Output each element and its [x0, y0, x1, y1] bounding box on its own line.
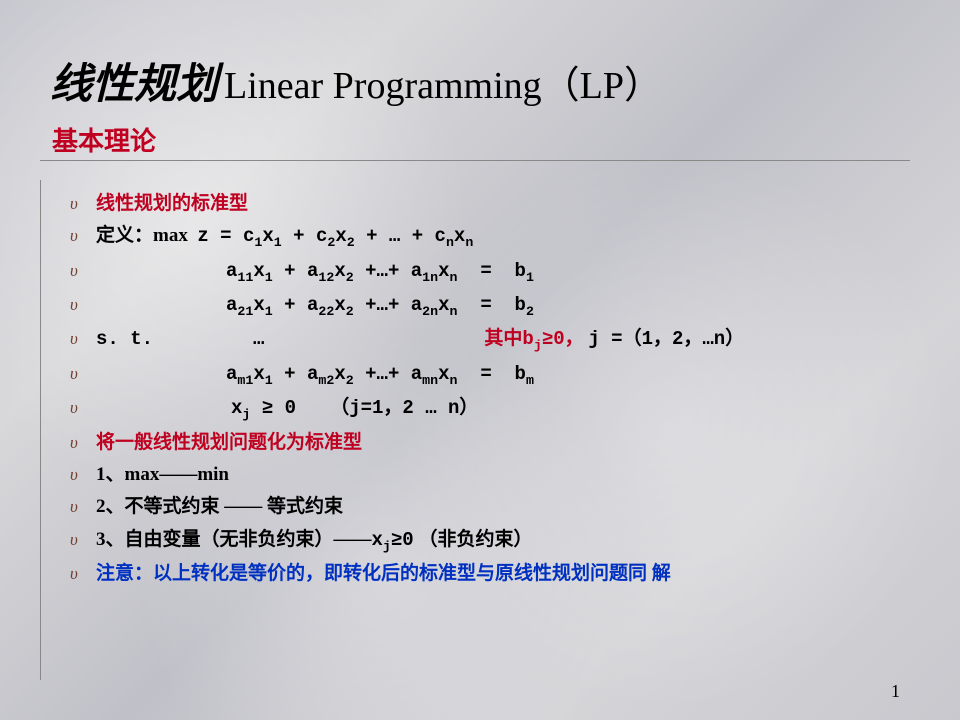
title-chinese: 线性规划 [50, 50, 218, 111]
line-text: 注意：以上转化是等价的，即转化后的标准型与原线性规划问题同 解 [96, 558, 671, 590]
content-line: υ3、自由变量（无非负约束）——xj≥0 （非负约束） [70, 524, 910, 558]
bullet-icon: υ [70, 429, 96, 458]
bullet-icon: υ [70, 291, 96, 320]
line-text: xj ≥ 0 （j=1，2 … n） [96, 392, 478, 426]
title-row: 线性规划 Linear Programming（LP） [50, 50, 910, 111]
horizontal-rule [40, 160, 910, 161]
line-text: a11x1 + a12x2 +…+ a1nxn = b1 [96, 255, 534, 289]
content-line: υa21x1 + a22x2 +…+ a2nxn = b2 [70, 289, 910, 323]
bullet-icon: υ [70, 325, 96, 354]
content-line: υ线性规划的标准型 [70, 188, 910, 220]
bullet-icon: υ [70, 461, 96, 490]
line-text: s. t.…其中bj≥0， j =（1，2，…n） [96, 323, 744, 357]
slide-container: 线性规划 Linear Programming（LP） 基本理论 υ线性规划的标… [0, 0, 960, 720]
bullet-icon: υ [70, 360, 96, 389]
bullet-icon: υ [70, 394, 96, 423]
line-text: 3、自由变量（无非负约束）——xj≥0 （非负约束） [96, 524, 532, 558]
line-text: 将一般线性规划问题化为标准型 [96, 427, 362, 459]
title-english: Linear Programming（LP） [224, 54, 662, 109]
line-text: am1x1 + am2x2 +…+ amnxn = bm [96, 358, 534, 392]
line-text: 1、max——min [96, 459, 229, 491]
page-number: 1 [891, 681, 900, 702]
line-text: 线性规划的标准型 [96, 188, 248, 220]
content-area: υ线性规划的标准型υ定义：max z = c1x1 + c2x2 + … + c… [70, 188, 910, 590]
content-line: υ注意：以上转化是等价的，即转化后的标准型与原线性规划问题同 解 [70, 558, 910, 590]
bullet-icon: υ [70, 493, 96, 522]
bullet-icon: υ [70, 526, 96, 555]
vertical-rule [40, 180, 41, 680]
content-line: υ2、不等式约束 —— 等式约束 [70, 491, 910, 523]
line-text: a21x1 + a22x2 +…+ a2nxn = b2 [96, 289, 534, 323]
content-line: υxj ≥ 0 （j=1，2 … n） [70, 392, 910, 426]
content-line: υs. t.…其中bj≥0， j =（1，2，…n） [70, 323, 910, 357]
bullet-icon: υ [70, 257, 96, 286]
line-text: 定义：max z = c1x1 + c2x2 + … + cnxn [96, 220, 473, 254]
bullet-icon: υ [70, 222, 96, 251]
content-line: υ1、max——min [70, 459, 910, 491]
content-line: υ定义：max z = c1x1 + c2x2 + … + cnxn [70, 220, 910, 254]
content-line: υam1x1 + am2x2 +…+ amnxn = bm [70, 358, 910, 392]
line-text: 2、不等式约束 —— 等式约束 [96, 491, 343, 523]
subtitle: 基本理论 [52, 121, 910, 158]
bullet-icon: υ [70, 560, 96, 589]
bullet-icon: υ [70, 190, 96, 219]
content-line: υ将一般线性规划问题化为标准型 [70, 427, 910, 459]
content-line: υa11x1 + a12x2 +…+ a1nxn = b1 [70, 255, 910, 289]
